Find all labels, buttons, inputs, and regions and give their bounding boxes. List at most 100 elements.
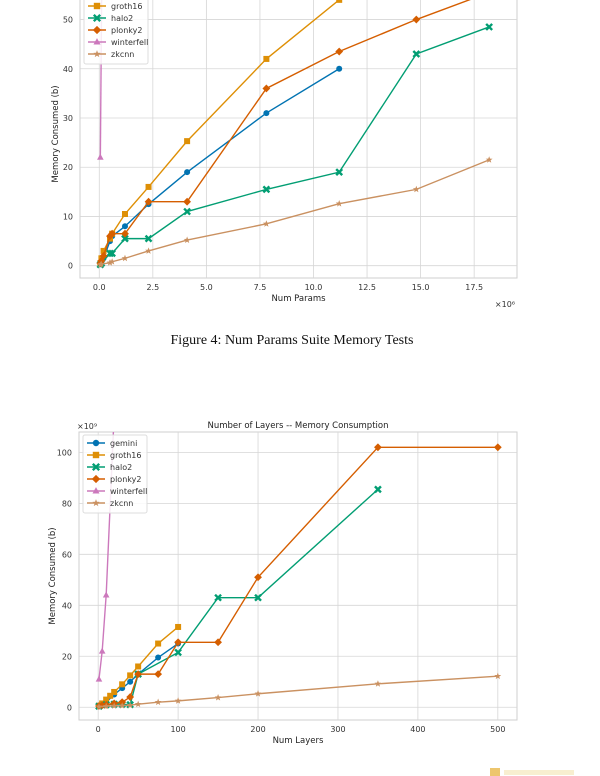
halo2-point <box>374 485 382 494</box>
x-axis-label: Num Layers <box>273 736 324 746</box>
x-tick-label: 100 <box>170 725 185 734</box>
legend-item-gemini: gemini <box>87 439 137 448</box>
plonky2-point <box>214 638 222 647</box>
x-tick-label: 15.0 <box>412 283 430 292</box>
x-tick-label: 300 <box>330 725 345 734</box>
legend-triangle-marker-icon <box>93 38 101 45</box>
gemini-point <box>184 169 191 176</box>
halo2-point <box>335 168 344 177</box>
chart-title: Number of Layers -- Memory Consumption <box>208 421 389 431</box>
legend-star-marker-icon <box>92 499 100 507</box>
legend-label: zkcnn <box>111 50 134 59</box>
groth16-point <box>263 55 270 62</box>
legend-item-halo2: halo2 <box>88 13 133 23</box>
plonky2-point <box>108 229 117 238</box>
zkcnn-point <box>134 700 142 708</box>
legend-item-groth16: groth16 <box>88 2 142 11</box>
legend-star-marker-icon <box>93 50 101 58</box>
zkcnn-point <box>102 702 110 710</box>
groth16-point <box>103 696 110 703</box>
plonky2-point <box>262 84 271 93</box>
zkcnn-point <box>145 247 152 254</box>
winterfell-point <box>102 591 110 598</box>
x-tick-label: 12.5 <box>358 283 376 292</box>
zkcnn-point <box>374 680 382 687</box>
zkcnn-point <box>154 698 162 706</box>
winterfell-point <box>97 153 104 160</box>
plonky2-point <box>183 197 192 206</box>
groth16-point <box>100 247 107 254</box>
winterfell-point <box>111 411 118 417</box>
num-params-memory-chart: 0.0 2.5 5.0 7.5 10.0 12.5 15.0 17.5 0 10 20 30 40 50 N… <box>51 0 518 309</box>
zkcnn-point <box>254 690 262 697</box>
figure-caption: Figure 4: Num Params Suite Memory Tests <box>170 333 414 348</box>
legend-item-winterfell: winterfell <box>87 487 147 496</box>
legend-diamond-marker-icon <box>92 25 102 35</box>
plonky2-point <box>106 232 114 241</box>
plonky2-point <box>126 693 135 701</box>
y-tick-label: 0 <box>67 703 72 712</box>
y-tick-label: 100 <box>57 448 72 457</box>
legend-label: groth16 <box>110 451 141 460</box>
halo2-point <box>144 234 153 243</box>
zkcnn-point <box>214 693 222 701</box>
groth16-point <box>184 138 191 145</box>
plonky2-point <box>121 229 129 238</box>
zkcnn-point <box>108 258 116 265</box>
series-layer <box>96 0 494 269</box>
zkcnn-point <box>183 236 191 244</box>
legend-item-zkcnn: zkcnn <box>88 50 134 59</box>
groth16-point <box>107 692 114 699</box>
legend-label: winterfell <box>110 487 147 496</box>
plonky2-point <box>174 638 183 647</box>
groth16-point <box>111 688 118 695</box>
legend-diamond-marker-icon <box>91 474 101 484</box>
y-tick-label: 30 <box>63 114 73 123</box>
zkcnn-point <box>335 200 343 207</box>
zkcnn-point <box>485 156 493 163</box>
halo2-point <box>214 593 222 602</box>
series-zkcnn <box>95 672 502 710</box>
x-axis-multiplier: ×10⁶ <box>495 300 515 309</box>
legend-label: winterfell <box>111 38 148 47</box>
x-tick-label: 7.5 <box>254 283 267 292</box>
halo2-point <box>485 23 494 31</box>
y-tick-label: 50 <box>63 16 73 25</box>
series-zkcnn <box>96 156 493 268</box>
series-layer <box>95 411 502 711</box>
groth16-point <box>336 0 343 3</box>
legend-item-winterfell: winterfell <box>88 38 148 47</box>
groth16-point <box>135 663 142 670</box>
gemini-point <box>127 678 134 685</box>
halo2-point <box>262 185 271 194</box>
plonky2-point <box>144 197 153 206</box>
y-tick-label: 40 <box>62 601 72 610</box>
x-tick-label: 0 <box>96 725 101 734</box>
x-tick-label: 10.0 <box>305 283 323 292</box>
legend-item-groth16: groth16 <box>87 451 141 460</box>
legend-label: plonky2 <box>110 475 141 484</box>
halo2-point <box>174 648 182 657</box>
y-tick-label: 20 <box>62 652 72 661</box>
zkcnn-point <box>126 701 134 709</box>
winterfell-point <box>98 647 106 654</box>
plonky2-point <box>412 15 421 24</box>
y-tick-label: 80 <box>62 499 72 508</box>
legend-item-plonky2: plonky2 <box>87 474 141 484</box>
groth16-point <box>175 623 182 630</box>
zkcnn-point <box>121 254 129 262</box>
x-tick-label: 0.0 <box>93 283 106 292</box>
y-tick-label: 20 <box>63 163 73 172</box>
gemini-point <box>336 65 343 72</box>
y-tick-label: 60 <box>62 550 72 559</box>
groth16-point <box>119 681 126 688</box>
groth16-point <box>127 672 134 679</box>
y-axis-label: Memory Consumed (b) <box>48 527 58 624</box>
legend-label: gemini <box>110 439 137 448</box>
plot-area <box>78 431 518 721</box>
y-axis-multiplier: ×10⁹ <box>77 422 97 431</box>
legend-item-zkcnn: zkcnn <box>87 499 133 508</box>
